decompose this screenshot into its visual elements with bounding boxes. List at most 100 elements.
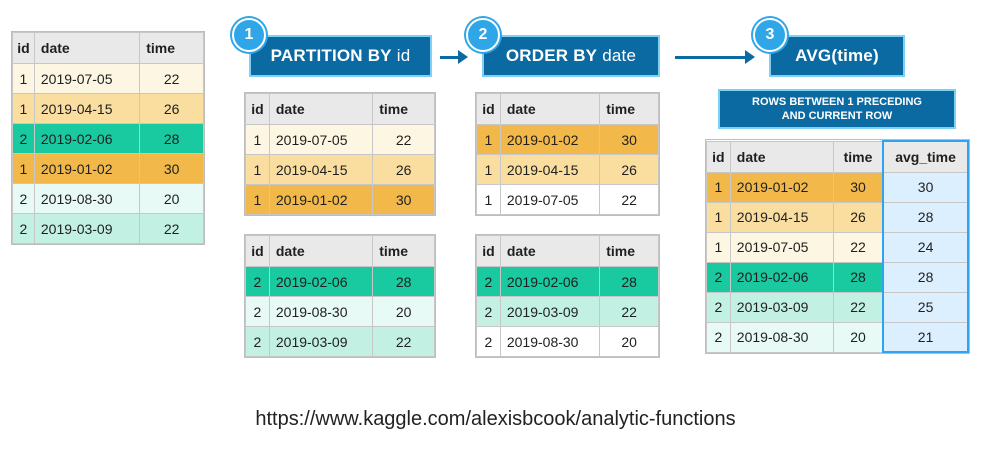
partition-by-step: PARTITION BY id bbox=[249, 35, 432, 77]
cell-avg-time: 24 bbox=[882, 231, 969, 263]
cell-avg-time: 28 bbox=[882, 201, 969, 233]
cell-date: 2019-01-02 bbox=[268, 184, 374, 215]
header-id: id bbox=[245, 93, 270, 125]
table-row: 2 2019-08-30 20 bbox=[476, 326, 659, 357]
cell-time: 26 bbox=[139, 93, 204, 124]
table-header-row: id date time bbox=[476, 235, 659, 267]
cell-id: 2 bbox=[12, 123, 35, 154]
cell-avg-time: 25 bbox=[882, 291, 969, 323]
cell-id: 1 bbox=[476, 184, 501, 215]
cell-time: 22 bbox=[372, 124, 435, 155]
header-id: id bbox=[476, 235, 501, 267]
table-row: 2 2019-02-06 28 bbox=[12, 123, 204, 154]
ordered-table-id-1: id date time 1 2019-01-02 30 1 2019-04-1… bbox=[476, 93, 659, 215]
cell-date: 2019-04-15 bbox=[33, 93, 141, 124]
header-id: id bbox=[706, 140, 731, 173]
source-table: id date time 1 2019-07-05 22 1 2019-04-1… bbox=[12, 32, 204, 244]
table-row: 2 2019-03-09 22 bbox=[12, 213, 204, 244]
table-row: 2 2019-03-09 22 25 bbox=[706, 291, 969, 323]
cell-time: 22 bbox=[832, 231, 884, 263]
ordered-table-id-2: id date time 2 2019-02-06 28 2 2019-03-0… bbox=[476, 235, 659, 357]
cell-date: 2019-08-30 bbox=[268, 296, 374, 327]
rows-frame-line-1: ROWS BETWEEN 1 PRECEDING bbox=[752, 96, 922, 108]
cell-time: 20 bbox=[372, 296, 435, 327]
header-avg-time: avg_time bbox=[882, 140, 969, 173]
cell-time: 28 bbox=[599, 266, 659, 297]
cell-id: 1 bbox=[12, 93, 35, 124]
cell-time: 22 bbox=[599, 296, 659, 327]
order-by-step: ORDER BY date bbox=[482, 35, 660, 77]
cell-id: 1 bbox=[245, 184, 270, 215]
source-url: https://www.kaggle.com/alexisbcook/analy… bbox=[255, 408, 736, 430]
cell-avg-time: 28 bbox=[882, 261, 969, 293]
table-row: 1 2019-01-02 30 30 bbox=[706, 171, 969, 203]
table-row: 2 2019-08-30 20 bbox=[12, 183, 204, 214]
header-time: time bbox=[372, 93, 435, 125]
order-by-keyword: ORDER BY bbox=[505, 46, 598, 65]
cell-date: 2019-03-09 bbox=[268, 326, 374, 357]
cell-id: 1 bbox=[706, 171, 731, 203]
cell-avg-time: 21 bbox=[882, 321, 969, 353]
step-3-badge: 3 bbox=[753, 18, 787, 52]
table-header-row: id date time bbox=[12, 32, 204, 64]
cell-date: 2019-01-02 bbox=[33, 153, 141, 184]
table-row: 1 2019-04-15 26 bbox=[476, 154, 659, 185]
arrow-right-icon bbox=[675, 50, 755, 64]
header-time: time bbox=[599, 93, 659, 125]
cell-time: 26 bbox=[599, 154, 659, 185]
table-row: 2 2019-02-06 28 28 bbox=[706, 261, 969, 293]
cell-id: 1 bbox=[706, 231, 731, 263]
cell-time: 26 bbox=[832, 201, 884, 233]
table-header-row: id date time bbox=[476, 93, 659, 125]
order-by-arg: date bbox=[602, 46, 637, 65]
partition-by-keyword: PARTITION BY bbox=[270, 46, 392, 65]
table-row: 1 2019-01-02 30 bbox=[12, 153, 204, 184]
result-table: id date time avg_time 1 2019-01-02 30 30… bbox=[706, 140, 969, 353]
cell-id: 2 bbox=[245, 326, 270, 357]
table-row: 2 2019-02-06 28 bbox=[476, 266, 659, 297]
cell-date: 2019-03-09 bbox=[499, 296, 601, 327]
partition-by-arg: id bbox=[396, 46, 411, 65]
table-header-row: id date time bbox=[245, 93, 435, 125]
table-row: 2 2019-03-09 22 bbox=[476, 296, 659, 327]
cell-id: 2 bbox=[476, 266, 501, 297]
table-row: 1 2019-04-15 26 bbox=[245, 154, 435, 185]
table-row: 1 2019-07-05 22 24 bbox=[706, 231, 969, 263]
cell-id: 2 bbox=[12, 183, 35, 214]
avg-time-step: AVG(time) bbox=[769, 35, 905, 77]
table-row: 1 2019-04-15 26 bbox=[12, 93, 204, 124]
cell-date: 2019-01-02 bbox=[499, 124, 601, 155]
partition-table-id-2: id date time 2 2019-02-06 28 2 2019-08-3… bbox=[245, 235, 435, 357]
cell-avg-time: 30 bbox=[882, 171, 969, 203]
cell-id: 1 bbox=[476, 154, 501, 185]
cell-id: 1 bbox=[245, 154, 270, 185]
table-row: 2 2019-08-30 20 21 bbox=[706, 321, 969, 353]
cell-id: 1 bbox=[12, 63, 35, 94]
rows-frame-box: ROWS BETWEEN 1 PRECEDING AND CURRENT ROW bbox=[718, 89, 956, 129]
cell-date: 2019-02-06 bbox=[499, 266, 601, 297]
table-row: 2 2019-02-06 28 bbox=[245, 266, 435, 297]
cell-id: 2 bbox=[706, 291, 731, 323]
header-date: date bbox=[499, 235, 601, 267]
cell-time: 28 bbox=[139, 123, 204, 154]
table-header-row: id date time avg_time bbox=[706, 140, 969, 173]
cell-date: 2019-04-15 bbox=[499, 154, 601, 185]
cell-id: 2 bbox=[706, 261, 731, 293]
cell-id: 2 bbox=[12, 213, 35, 244]
table-row: 2 2019-08-30 20 bbox=[245, 296, 435, 327]
header-time: time bbox=[832, 140, 884, 173]
table-row: 2 2019-03-09 22 bbox=[245, 326, 435, 357]
cell-date: 2019-08-30 bbox=[33, 183, 141, 214]
cell-time: 26 bbox=[372, 154, 435, 185]
step-2-badge: 2 bbox=[466, 18, 500, 52]
cell-date: 2019-04-15 bbox=[268, 154, 374, 185]
header-id: id bbox=[245, 235, 270, 267]
header-date: date bbox=[729, 140, 834, 173]
cell-time: 28 bbox=[832, 261, 884, 293]
cell-id: 2 bbox=[245, 266, 270, 297]
cell-id: 1 bbox=[706, 201, 731, 233]
cell-time: 30 bbox=[372, 184, 435, 215]
cell-date: 2019-03-09 bbox=[729, 291, 834, 323]
table-row: 1 2019-07-05 22 bbox=[245, 124, 435, 155]
header-time: time bbox=[599, 235, 659, 267]
